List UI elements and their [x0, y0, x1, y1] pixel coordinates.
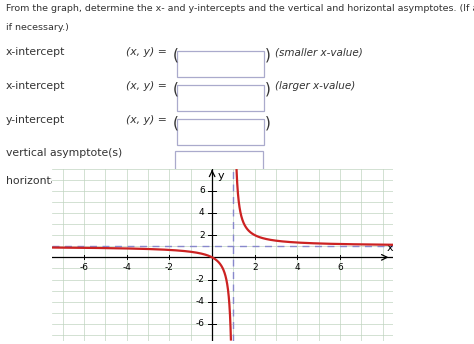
Text: horizontal asymptote: horizontal asymptote: [6, 176, 122, 186]
Text: (x, y) =: (x, y) =: [126, 47, 166, 57]
Text: (: (: [173, 82, 179, 96]
Text: ): ): [264, 82, 270, 96]
Text: 2: 2: [252, 264, 257, 272]
Text: x: x: [387, 244, 393, 254]
Text: if necessary.): if necessary.): [6, 23, 69, 32]
FancyBboxPatch shape: [177, 119, 264, 145]
Text: 2: 2: [199, 230, 205, 240]
Text: -6: -6: [80, 264, 89, 272]
Text: ): ): [264, 115, 270, 130]
Text: 6: 6: [199, 186, 205, 195]
Text: 4: 4: [199, 208, 205, 217]
Text: ): ): [264, 47, 270, 62]
Text: y-intercept: y-intercept: [6, 115, 65, 126]
Text: (: (: [173, 47, 179, 62]
Text: (smaller x-value): (smaller x-value): [275, 47, 363, 57]
Text: From the graph, determine the x- and y-intercepts and the vertical and horizonta: From the graph, determine the x- and y-i…: [6, 4, 474, 13]
Text: -6: -6: [196, 320, 205, 329]
Text: 4: 4: [295, 264, 300, 272]
Text: (x, y) =: (x, y) =: [126, 115, 166, 126]
Text: (: (: [173, 115, 179, 130]
Text: -2: -2: [196, 275, 205, 284]
Text: y: y: [218, 171, 224, 181]
Text: -4: -4: [122, 264, 131, 272]
Text: x-intercept: x-intercept: [6, 82, 65, 92]
FancyBboxPatch shape: [177, 51, 264, 77]
FancyBboxPatch shape: [175, 151, 263, 177]
Text: 6: 6: [337, 264, 343, 272]
Text: (larger x-value): (larger x-value): [275, 82, 355, 92]
Text: -2: -2: [165, 264, 174, 272]
FancyBboxPatch shape: [177, 85, 264, 111]
FancyBboxPatch shape: [175, 180, 263, 205]
Text: -4: -4: [196, 297, 205, 306]
Text: x-intercept: x-intercept: [6, 47, 65, 57]
Text: (x, y) =: (x, y) =: [126, 82, 166, 92]
Text: vertical asymptote(s): vertical asymptote(s): [6, 148, 122, 158]
